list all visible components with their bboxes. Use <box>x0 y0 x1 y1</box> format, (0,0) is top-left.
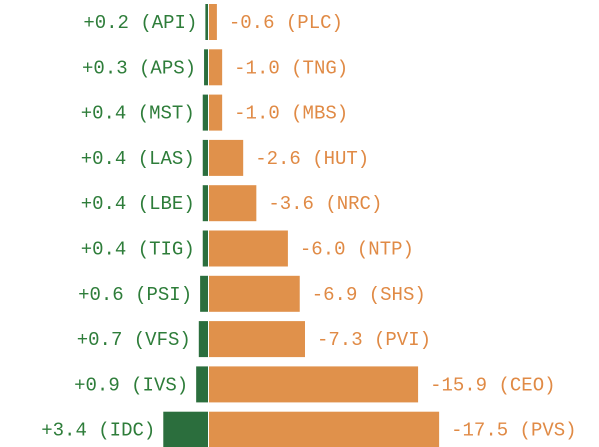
bar <box>198 321 208 358</box>
value-label: +0.4 (MST) <box>81 103 195 125</box>
value-label: +0.4 (TIG) <box>81 239 195 261</box>
value-label: -7.3 (PVI) <box>317 329 431 351</box>
bar <box>209 139 244 176</box>
value-label: +0.3 (APS) <box>82 57 196 79</box>
bar <box>202 139 208 176</box>
value-label: -1.0 (MBS) <box>234 103 348 125</box>
bar <box>163 411 208 447</box>
value-label: -6.0 (NTP) <box>300 239 414 261</box>
bar <box>202 185 208 222</box>
value-label: -17.5 (PVS) <box>451 420 576 442</box>
bar <box>196 366 208 403</box>
bar <box>202 230 208 267</box>
value-label: -1.0 (TNG) <box>234 57 348 79</box>
value-label: -0.6 (PLC) <box>229 12 343 34</box>
bar <box>209 321 305 358</box>
bar <box>202 94 208 131</box>
bar <box>209 366 419 403</box>
bar <box>209 230 288 267</box>
value-label: +0.4 (LAS) <box>81 148 195 170</box>
value-label: +0.6 (PSI) <box>78 284 192 306</box>
value-label: -3.6 (NRC) <box>268 193 382 215</box>
value-label: -15.9 (CEO) <box>430 374 555 396</box>
bar <box>209 94 223 131</box>
bar <box>204 49 208 86</box>
bar <box>209 275 300 312</box>
value-label: +0.2 (API) <box>83 12 197 34</box>
bar <box>209 4 217 40</box>
value-label: -2.6 (HUT) <box>255 148 369 170</box>
bar <box>209 49 223 86</box>
value-label: +0.7 (VFS) <box>77 329 191 351</box>
value-label: -6.9 (SHS) <box>312 284 426 306</box>
bar <box>209 411 440 447</box>
bar <box>205 4 208 40</box>
value-label: +0.4 (LBE) <box>81 193 195 215</box>
value-label: +0.9 (IVS) <box>74 374 188 396</box>
value-label: +3.4 (IDC) <box>41 420 155 442</box>
bar <box>209 185 257 222</box>
bar <box>200 275 208 312</box>
